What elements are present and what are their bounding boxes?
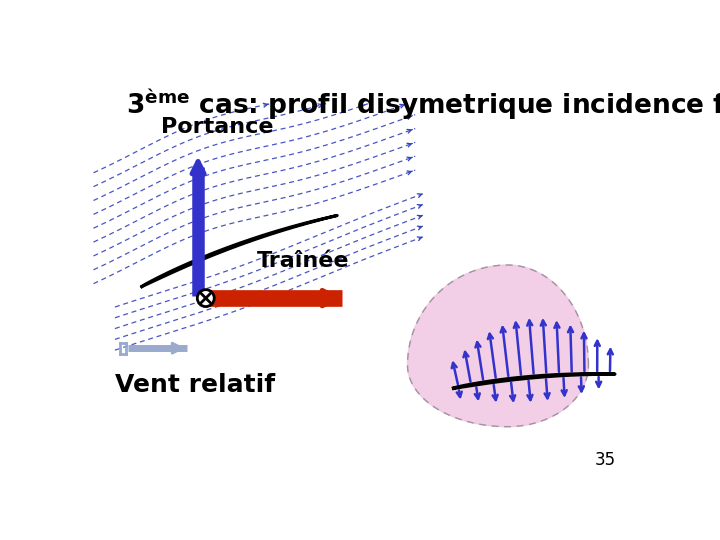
Text: Traînée: Traînée [257, 251, 350, 271]
Polygon shape [142, 215, 337, 287]
Text: 35: 35 [594, 451, 616, 469]
Text: 3$^{\mathbf{ème}}$ cas: profil disymetrique incidence forte: 3$^{\mathbf{ème}}$ cas: profil disymetri… [127, 86, 720, 122]
Polygon shape [454, 374, 615, 388]
Circle shape [197, 289, 215, 307]
Text: Portance: Portance [161, 117, 274, 137]
Polygon shape [408, 265, 588, 427]
Text: Vent relatif: Vent relatif [115, 373, 275, 397]
